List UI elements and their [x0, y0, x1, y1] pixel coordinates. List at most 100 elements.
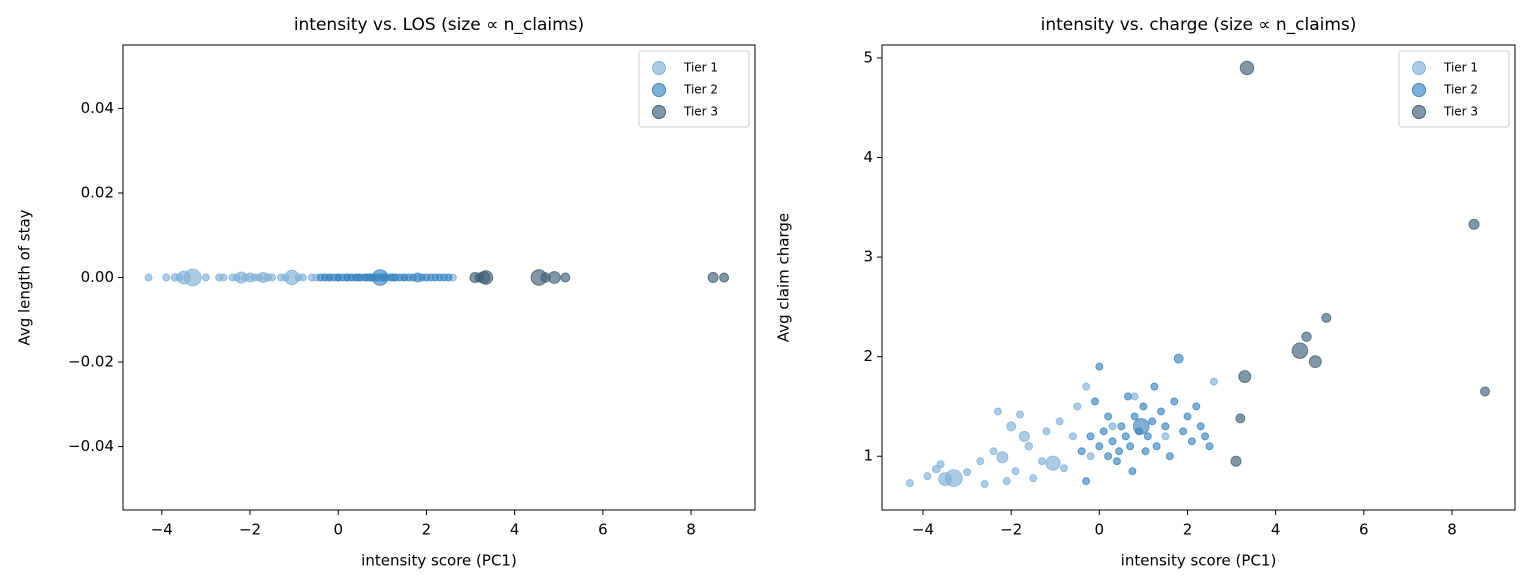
legend-label: Tier 3	[683, 105, 718, 119]
point	[321, 273, 329, 282]
legend-box	[1398, 50, 1510, 128]
point	[1291, 342, 1309, 359]
point	[175, 273, 184, 282]
legend-label: Tier 1	[683, 61, 718, 75]
point	[257, 272, 269, 283]
point	[1042, 427, 1051, 436]
point	[1099, 427, 1108, 436]
y-tick-label: 3	[863, 248, 873, 266]
point	[1170, 397, 1179, 406]
point	[162, 273, 171, 282]
chart-title: intensity vs. LOS (size ∝ n_claims)	[294, 15, 584, 35]
y-tick-label: 0.02	[81, 183, 114, 201]
point	[1196, 422, 1205, 431]
point	[354, 273, 363, 282]
point	[923, 472, 932, 481]
point	[1161, 432, 1170, 441]
plot-frame	[881, 44, 1516, 511]
point	[1165, 452, 1174, 461]
point	[1130, 412, 1139, 421]
x-tick-label: 0	[333, 521, 343, 539]
point	[1068, 432, 1077, 441]
plot-frame	[122, 44, 756, 511]
y-tick-label: 2	[863, 347, 873, 365]
point	[1239, 60, 1255, 76]
point	[1321, 312, 1332, 323]
x-tick-label: −2	[239, 521, 261, 539]
point	[298, 273, 307, 282]
point	[1112, 457, 1121, 466]
point	[1139, 402, 1148, 411]
point	[931, 464, 941, 474]
point	[1143, 432, 1152, 441]
x-tick-label: 0	[1095, 521, 1105, 539]
legend-label: Tier 3	[1443, 105, 1478, 119]
point	[993, 407, 1002, 416]
point	[560, 272, 571, 283]
point	[1128, 467, 1137, 476]
point	[1095, 442, 1104, 451]
point	[1179, 427, 1188, 436]
point	[1161, 422, 1170, 431]
point	[1115, 447, 1124, 456]
point	[380, 273, 389, 282]
point	[1095, 362, 1104, 371]
point	[1082, 477, 1091, 486]
chart-title: intensity vs. charge (size ∝ n_claims)	[1041, 15, 1357, 35]
point	[1301, 331, 1312, 342]
legend-marker	[1412, 83, 1426, 97]
point	[996, 451, 1009, 464]
x-tick-label: 6	[1359, 521, 1369, 539]
point	[1235, 413, 1246, 424]
point	[1152, 442, 1161, 451]
point	[1090, 397, 1099, 406]
point	[1077, 447, 1086, 456]
point	[989, 447, 998, 456]
point	[1016, 410, 1024, 419]
x-tick-label: 8	[1447, 521, 1457, 539]
legend-marker	[1412, 61, 1426, 75]
point	[1006, 421, 1017, 432]
point	[1018, 430, 1030, 442]
point	[1108, 422, 1117, 431]
point	[1045, 455, 1061, 471]
point	[1238, 370, 1252, 383]
point	[905, 479, 914, 488]
y-tick-label: 1	[863, 447, 873, 465]
legend-box	[638, 50, 750, 128]
point	[980, 480, 989, 489]
legend-marker	[1412, 105, 1426, 119]
x-tick-label: 2	[1183, 521, 1193, 539]
point	[1124, 392, 1132, 401]
point	[1038, 457, 1046, 466]
point	[1011, 467, 1020, 476]
point	[1192, 402, 1201, 411]
x-tick-label: 4	[510, 521, 520, 539]
point	[963, 468, 972, 477]
point	[1002, 477, 1011, 486]
point	[1108, 437, 1117, 446]
x-axis-label: intensity score (PC1)	[361, 552, 517, 570]
point	[1150, 382, 1159, 391]
point	[1201, 432, 1210, 441]
point	[268, 273, 277, 282]
point	[469, 272, 481, 283]
point	[183, 268, 202, 287]
x-tick-label: 2	[422, 521, 432, 539]
point	[944, 469, 963, 488]
point	[1126, 442, 1135, 451]
point	[1055, 417, 1064, 426]
point	[367, 273, 376, 282]
legend-label: Tier 1	[1443, 61, 1478, 75]
point	[1086, 452, 1095, 461]
x-axis-label: intensity score (PC1)	[1121, 552, 1277, 570]
point	[201, 273, 210, 282]
point	[1480, 386, 1490, 397]
point	[1117, 422, 1126, 431]
point	[241, 273, 250, 282]
point	[1148, 417, 1157, 426]
point	[144, 273, 153, 282]
point	[530, 269, 548, 286]
legend-label: Tier 2	[683, 83, 718, 97]
point	[936, 460, 945, 469]
